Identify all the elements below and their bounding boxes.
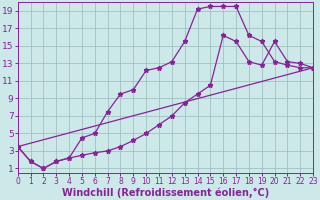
X-axis label: Windchill (Refroidissement éolien,°C): Windchill (Refroidissement éolien,°C) [62, 187, 269, 198]
